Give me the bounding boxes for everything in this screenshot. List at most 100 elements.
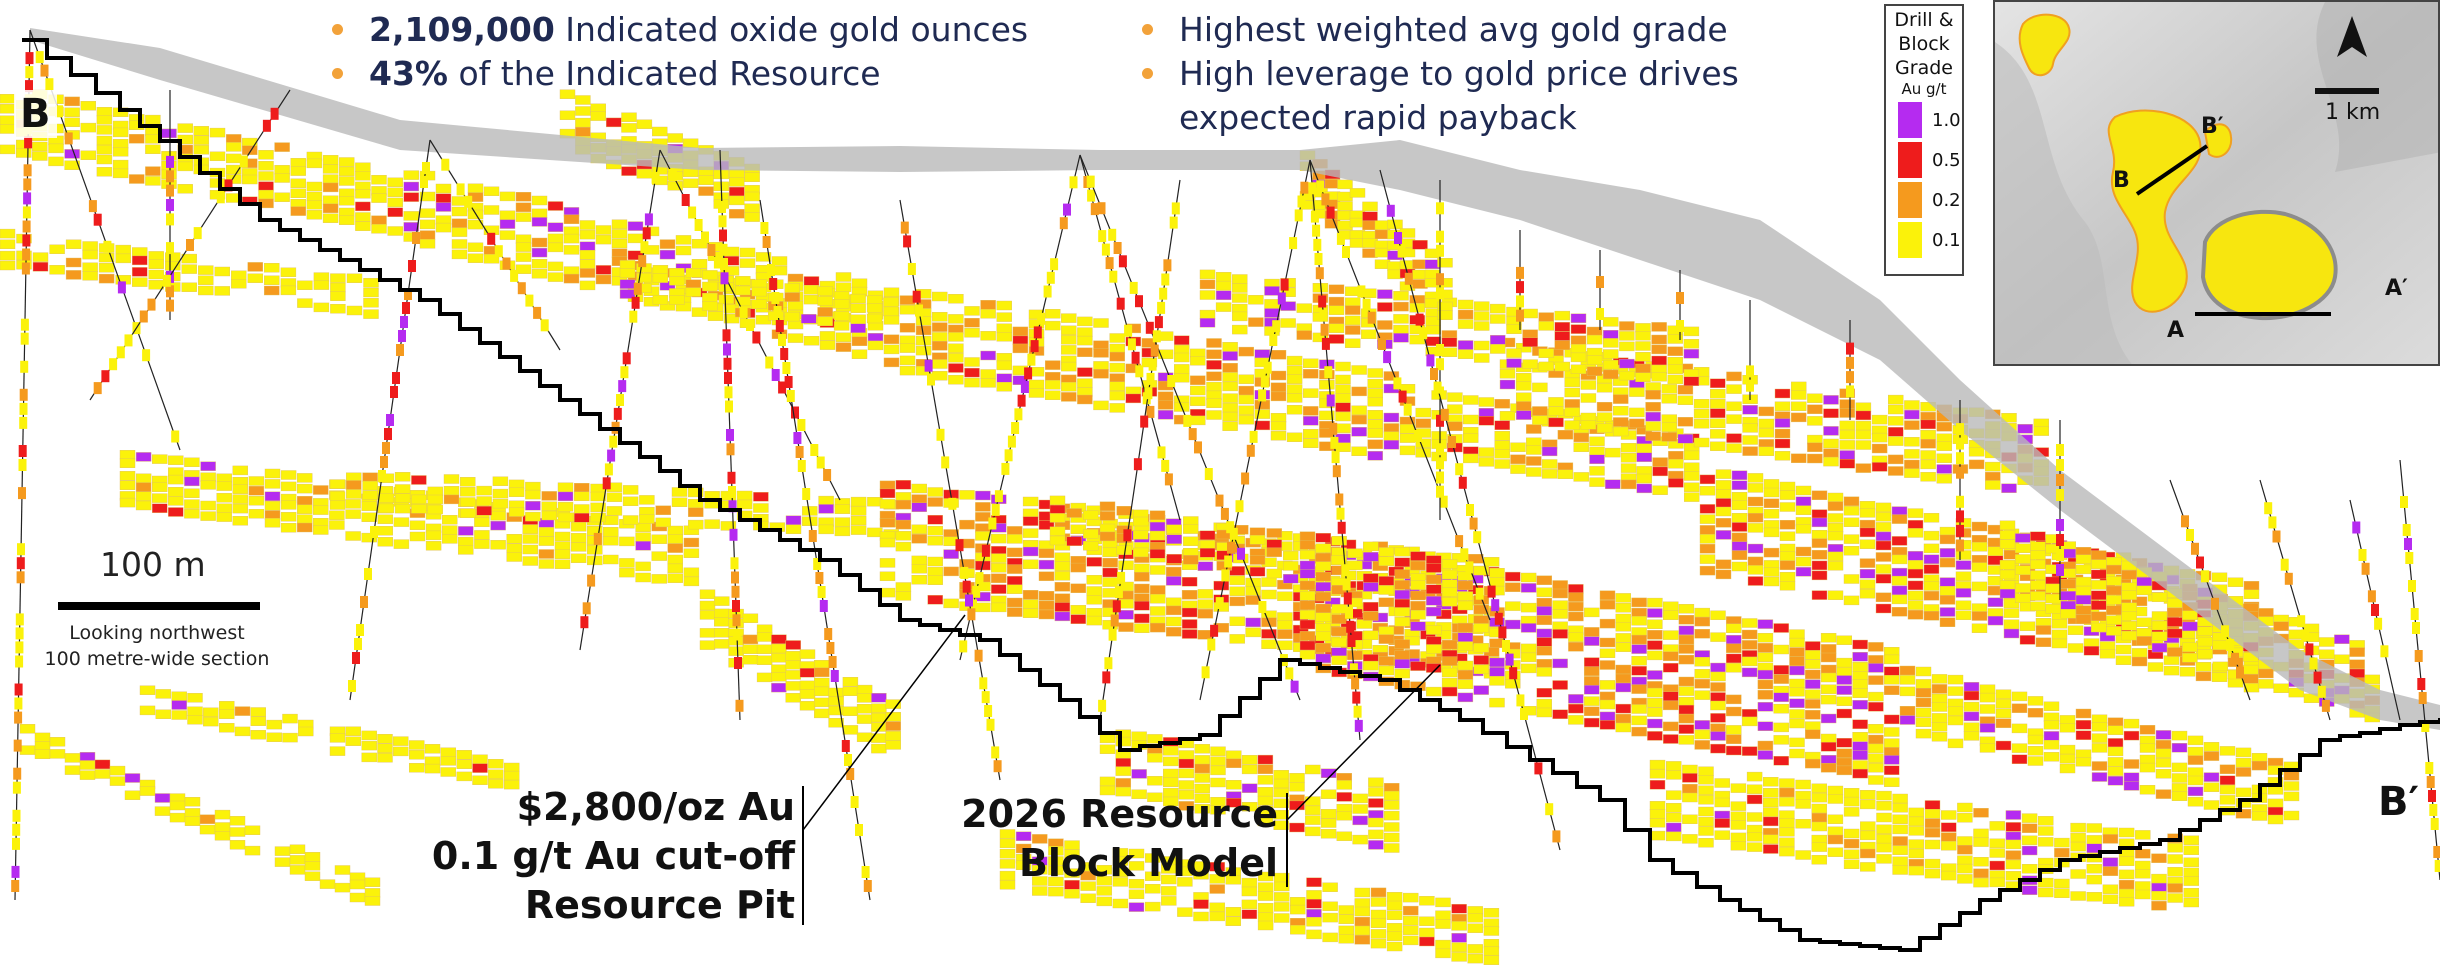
grade-block (151, 482, 168, 492)
grade-block (1206, 338, 1222, 348)
grade-block (2171, 743, 2188, 753)
grade-block (1426, 596, 1442, 606)
grade-block (1715, 518, 1732, 528)
grade-block (440, 747, 456, 757)
grade-block (1419, 936, 1435, 947)
drill-assay-sample (12, 781, 21, 794)
grade-block (2060, 579, 2077, 589)
grade-block (1144, 871, 1161, 881)
grade-block (2005, 850, 2022, 860)
grade-block (1827, 826, 1844, 836)
grade-block (1795, 790, 1811, 801)
drill-assay-sample (404, 288, 412, 300)
grade-block (1892, 856, 1908, 866)
grade-block (1102, 577, 1118, 587)
grade-block (1093, 318, 1109, 328)
grade-block (443, 486, 460, 496)
grade-block (313, 485, 329, 495)
grade-block (1612, 406, 1629, 416)
grade-block (850, 323, 866, 333)
drill-assay-sample (955, 539, 964, 552)
grade-block (683, 548, 700, 558)
grade-block (856, 704, 873, 714)
drill-assay-sample (1393, 377, 1402, 390)
grade-block (1257, 754, 1274, 765)
grade-block (456, 750, 472, 760)
grade-block (1515, 373, 1532, 383)
drill-assay-sample (494, 245, 503, 258)
grade-block (2187, 797, 2204, 807)
grade-block (1548, 397, 1564, 407)
grade-block (1568, 642, 1584, 652)
grade-block (1193, 870, 1209, 880)
grade-block (1441, 656, 1458, 666)
grade-block (1193, 899, 1209, 909)
grade-block (154, 806, 171, 816)
grade-block (1789, 709, 1805, 719)
grade-block (1979, 704, 1996, 714)
grade-block (1871, 414, 1888, 425)
grade-block (575, 117, 591, 128)
grade-block (79, 752, 96, 762)
grade-block (1197, 561, 1214, 571)
grade-block (667, 543, 683, 553)
grade-block (1678, 634, 1695, 645)
grade-block (1306, 917, 1322, 927)
grade-block (1080, 881, 1096, 891)
grade-block (1022, 590, 1039, 600)
grade-block (1215, 280, 1232, 291)
grade-block (1999, 530, 2016, 540)
grade-block (563, 233, 580, 244)
drill-assay-sample (726, 443, 735, 456)
drill-assay-sample (1263, 361, 1272, 374)
grade-block (2212, 661, 2229, 672)
drill-assay-sample (1319, 309, 1328, 322)
grade-block (1162, 796, 1179, 807)
grade-block (258, 150, 274, 160)
grade-block (1194, 783, 1210, 794)
grade-block (32, 151, 48, 161)
grade-block (818, 495, 834, 506)
grade-block (1678, 696, 1695, 707)
grade-block (80, 122, 97, 133)
drill-assay-sample (1290, 680, 1299, 693)
grade-block (1987, 597, 2004, 607)
drill-assay-sample (1123, 529, 1132, 542)
grade-block (1779, 502, 1796, 512)
drill-hole (1079, 154, 1181, 521)
grade-block (1386, 941, 1403, 952)
drill-assay-sample (2264, 502, 2273, 515)
grade-block (948, 375, 964, 385)
grade-block (371, 193, 387, 203)
grade-block (1939, 595, 1956, 605)
grade-block (49, 265, 65, 275)
grade-block (1746, 812, 1763, 822)
grade-block (753, 492, 769, 502)
grade-block (1536, 698, 1553, 709)
drill-assay-sample (1846, 371, 1854, 384)
grade-block (181, 282, 197, 292)
grade-block (1344, 338, 1361, 348)
grade-block (1367, 451, 1383, 461)
grade-block (1989, 860, 2005, 871)
grade-block (1836, 696, 1853, 706)
grade-block (1367, 368, 1383, 378)
grade-block (1790, 381, 1807, 392)
grade-block (1426, 625, 1442, 635)
grade-block (131, 267, 148, 277)
grade-block (1554, 331, 1571, 341)
grade-block (1908, 865, 1925, 876)
grade-block (1066, 536, 1082, 546)
grade-block (258, 171, 274, 181)
grade-block (1109, 351, 1125, 362)
drill-assay-sample (1440, 408, 1449, 421)
grade-block (1645, 390, 1661, 400)
grade-block (409, 750, 425, 760)
grade-block (1649, 780, 1666, 790)
grade-block (0, 144, 16, 155)
grade-block (1682, 773, 1698, 783)
grade-block (1665, 822, 1682, 833)
grade-block (1209, 902, 1225, 912)
grade-block (1570, 313, 1587, 323)
grade-block (1435, 910, 1451, 920)
